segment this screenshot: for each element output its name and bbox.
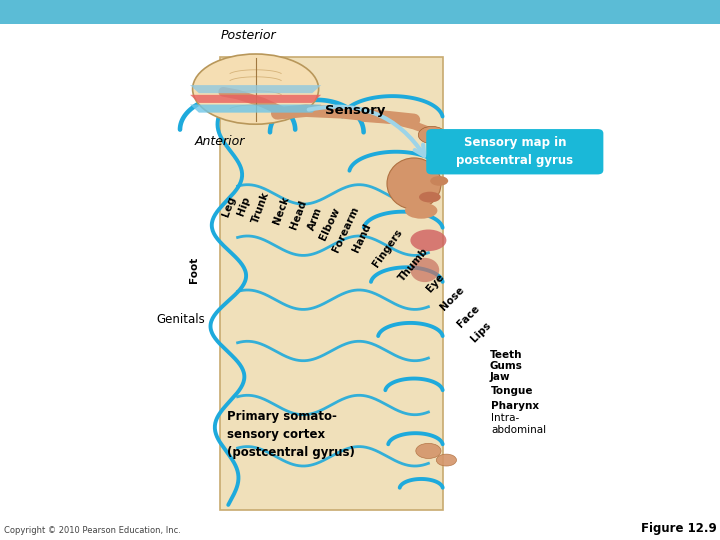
Text: Intra-
abdominal: Intra- abdominal xyxy=(491,413,546,435)
Text: Posterior: Posterior xyxy=(220,29,276,42)
FancyBboxPatch shape xyxy=(426,129,603,174)
Text: Face: Face xyxy=(455,303,481,329)
Text: Sensory: Sensory xyxy=(325,104,385,117)
Ellipse shape xyxy=(193,54,318,124)
Text: Gums: Gums xyxy=(490,361,523,371)
Ellipse shape xyxy=(387,158,441,209)
Ellipse shape xyxy=(419,192,441,202)
Text: Teeth: Teeth xyxy=(490,350,522,360)
Text: Elbow: Elbow xyxy=(318,206,342,241)
Text: Nose: Nose xyxy=(438,285,466,313)
Text: Sensory map in
postcentral gyrus: Sensory map in postcentral gyrus xyxy=(456,136,573,167)
Text: Tongue: Tongue xyxy=(491,387,534,396)
Text: Leg: Leg xyxy=(220,194,238,218)
Text: Lips: Lips xyxy=(469,320,493,344)
Text: Thumb: Thumb xyxy=(397,246,430,284)
Ellipse shape xyxy=(405,202,438,219)
Polygon shape xyxy=(190,85,321,93)
Text: Anterior: Anterior xyxy=(194,135,245,148)
Text: Trunk: Trunk xyxy=(251,191,271,225)
Text: Jaw: Jaw xyxy=(490,372,510,382)
Text: Eye: Eye xyxy=(424,272,446,294)
Text: Hip: Hip xyxy=(235,195,251,217)
Ellipse shape xyxy=(416,443,441,458)
Ellipse shape xyxy=(431,176,448,186)
Ellipse shape xyxy=(410,258,439,282)
Text: Hand: Hand xyxy=(351,221,373,254)
Polygon shape xyxy=(190,95,321,103)
Text: Neck: Neck xyxy=(271,195,290,226)
Text: Arm: Arm xyxy=(307,206,324,232)
Text: Genitals: Genitals xyxy=(156,313,205,326)
Polygon shape xyxy=(190,105,321,113)
Text: Forearm: Forearm xyxy=(330,205,361,254)
FancyArrowPatch shape xyxy=(309,107,424,156)
Ellipse shape xyxy=(410,230,446,251)
Text: Fingers: Fingers xyxy=(371,227,404,269)
Ellipse shape xyxy=(436,454,456,466)
Bar xyxy=(220,57,443,510)
Text: Copyright © 2010 Pearson Education, Inc.: Copyright © 2010 Pearson Education, Inc. xyxy=(4,525,181,535)
Text: Primary somato-
sensory cortex
(postcentral gyrus): Primary somato- sensory cortex (postcent… xyxy=(227,410,355,459)
Text: Figure 12.9: Figure 12.9 xyxy=(641,522,716,535)
Text: Head: Head xyxy=(289,199,309,231)
Bar xyxy=(0,0,720,24)
Ellipse shape xyxy=(418,126,446,144)
Text: Pharynx: Pharynx xyxy=(491,401,539,411)
Text: Foot: Foot xyxy=(189,257,199,283)
